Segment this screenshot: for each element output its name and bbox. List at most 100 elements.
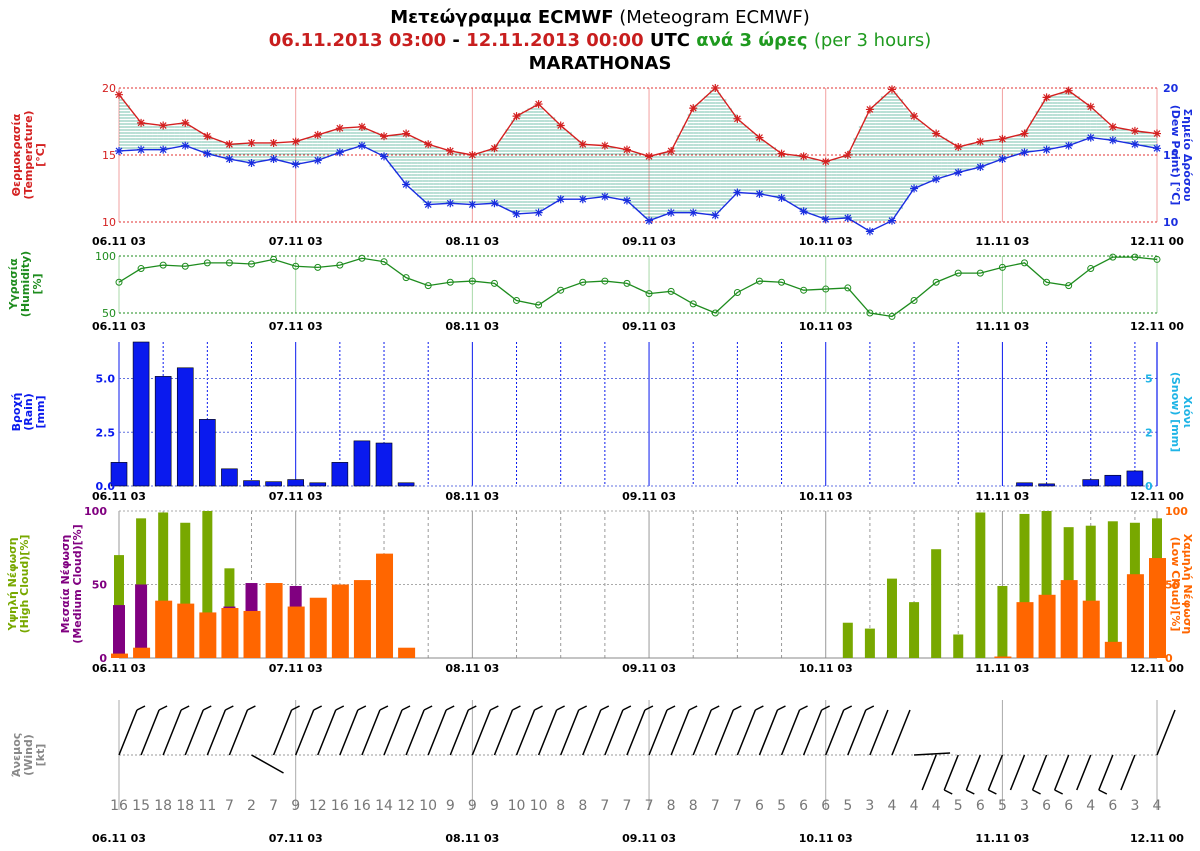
high-cloud-bar <box>864 628 875 658</box>
dew-axis-label: Σημείο Δρόσου(Dew Point) [°C] <box>1169 105 1194 206</box>
temperature-point <box>843 151 852 159</box>
dew-point-point <box>446 199 455 208</box>
cloud-x-tick: 07.11 03 <box>269 662 323 675</box>
dew-point-point <box>622 196 631 205</box>
wind-barb-feather <box>247 705 256 711</box>
humidity-point <box>468 277 476 285</box>
wind-barb-feather <box>467 705 477 711</box>
rain-bar <box>287 479 304 487</box>
low-cloud-bar <box>1104 641 1122 658</box>
wind-x-tick: 06.11 03 <box>92 832 146 845</box>
wind-barb <box>383 709 403 756</box>
humidity-point <box>292 262 300 270</box>
wind-speed-label: 12 <box>397 798 415 814</box>
cloud-x-tick: 12.11 00 <box>1130 662 1184 675</box>
wind-speed-label: 6 <box>799 798 808 814</box>
humidity-axis-label-line: [%] <box>31 273 44 294</box>
dew-point-point <box>910 184 919 193</box>
rain-y-tick: 0.0 <box>96 480 116 493</box>
humidity-point <box>711 309 719 317</box>
wind-barb-feather <box>180 705 190 711</box>
wind-barb <box>714 709 734 756</box>
temperature-point <box>622 145 631 154</box>
wind-barb <box>184 709 204 756</box>
wind-barb <box>604 709 624 756</box>
humidity-point <box>1131 253 1139 261</box>
wind-axis-label-line: (Wind) <box>22 734 35 776</box>
title-bold: Μετεώγραμμα ECMWF <box>390 7 614 28</box>
temperature-point <box>733 114 742 123</box>
dew-point-point <box>821 215 830 224</box>
wind-barb-feather <box>490 705 499 711</box>
dew-point-point <box>490 199 499 208</box>
temp-x-tick: 08.11 03 <box>445 235 499 248</box>
wind-speed-label: 10 <box>508 798 526 814</box>
wind-barb <box>1009 754 1026 791</box>
wind-barb <box>1053 754 1070 791</box>
dew-point-point <box>225 155 234 164</box>
temperature-point <box>976 137 985 146</box>
wind-barb-feather <box>556 705 565 711</box>
low-cloud-bar <box>221 608 239 658</box>
temperature-point <box>1130 126 1139 135</box>
wind-speed-label: 16 <box>110 798 128 814</box>
dew-point-point <box>932 175 941 184</box>
per-gr: ανά 3 ώρες <box>696 30 808 51</box>
cloud-x-tick: 06.11 03 <box>92 662 146 675</box>
temperature-point <box>1086 102 1095 111</box>
wind-barb-feather <box>644 705 654 711</box>
wind-barb-feather <box>843 705 853 711</box>
temp-x-tick: 09.11 03 <box>622 235 676 248</box>
temperature-point <box>490 144 499 153</box>
dew-y-tick: 20 <box>1163 82 1179 95</box>
cloud-x-tick: 09.11 03 <box>622 662 676 675</box>
wind-barb <box>294 709 315 756</box>
high-cloud-bar <box>180 522 191 658</box>
wind-barb-feather <box>512 705 521 711</box>
utc-label: UTC <box>649 30 690 51</box>
wind-barb <box>449 709 469 756</box>
temperature-point <box>159 121 168 130</box>
temperature-point <box>578 140 587 149</box>
dew-point-point <box>998 155 1007 164</box>
wind-speed-label: 7 <box>733 798 742 814</box>
temperature-point <box>910 112 919 121</box>
low-cloud-bar <box>1126 574 1144 658</box>
rain-bar <box>243 480 260 487</box>
humidity-point <box>270 255 278 263</box>
low-cloud-bar <box>376 553 394 658</box>
wind-barb-feather <box>965 789 975 795</box>
rain-x-tick: 08.11 03 <box>445 490 499 503</box>
humidity-point <box>645 290 653 298</box>
wind-barb-feather <box>666 705 676 711</box>
dew-point-point <box>667 208 676 217</box>
snow-axis-label-line: Χιόνι <box>1181 396 1194 428</box>
wind-barb <box>206 709 227 756</box>
temp-axis-label-line: [°C] <box>34 143 47 167</box>
rain-x-tick: 09.11 03 <box>622 490 676 503</box>
low-cloud-bar <box>1060 580 1078 658</box>
dew-point-point <box>203 149 212 158</box>
wind-speed-label: 4 <box>888 798 897 814</box>
wind-x-tick: 09.11 03 <box>622 832 676 845</box>
humidity-point <box>402 274 410 282</box>
dew-point-point <box>313 156 322 165</box>
humidity-point <box>800 286 808 294</box>
wind-barb <box>493 709 514 756</box>
rain-axis-label-line: [mm] <box>34 396 47 429</box>
wind-barb <box>1120 754 1136 791</box>
temperature-point <box>291 137 300 146</box>
wind-speed-label: 7 <box>225 798 234 814</box>
wind-speed-label: 10 <box>530 798 548 814</box>
temperature-point <box>225 140 234 149</box>
humidity-y-tick: 100 <box>95 250 116 263</box>
humidity-point <box>689 300 697 308</box>
dew-point-point <box>512 209 521 218</box>
humidity-point <box>667 287 675 295</box>
temperature-point <box>887 85 896 94</box>
wind-barb-feather <box>732 705 742 711</box>
wind-speed-label: 7 <box>622 798 631 814</box>
dew-point-point <box>402 180 411 189</box>
low-cloud-bar <box>353 580 371 658</box>
wind-speed-label: 3 <box>1020 798 1029 814</box>
